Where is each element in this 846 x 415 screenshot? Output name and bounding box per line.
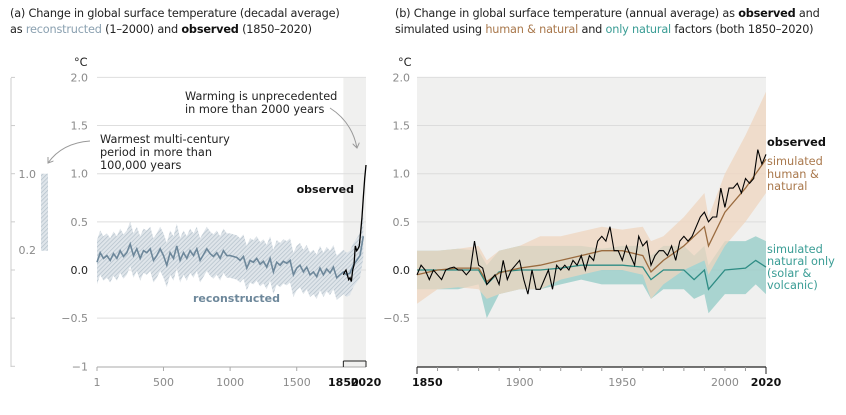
x-tick-label: 2020: [751, 376, 782, 389]
panel-b-plot: 2.0 1.5 1.0 0.5 0.0 −0.5 1850 1900 1950 2000 2020: [383, 71, 781, 389]
label-natural-only: simulated: [767, 243, 823, 256]
human-natural-band: [417, 91, 766, 304]
title-text: (1850–2020): [238, 23, 312, 36]
x-tick-label: 1950: [608, 376, 636, 389]
title-keyword-observed: observed: [181, 23, 239, 36]
panel-b-title: (b) Change in global surface temperature…: [395, 6, 820, 38]
y-tick-label: −0.5: [383, 312, 410, 325]
title-text: simulated using: [395, 23, 486, 36]
y-tick-label: 1.0: [393, 168, 411, 181]
title-keyword-reconstructed: reconstructed: [25, 23, 102, 36]
side-bar-axis: 1.0 0.2: [10, 78, 37, 367]
y-tick-label: 1.5: [71, 120, 89, 133]
title-text: and: [795, 7, 820, 20]
panel-b-title-line1: (b) Change in global surface temperature…: [395, 6, 820, 22]
y-tick-label: 1.5: [393, 120, 411, 133]
title-text: (b) Change in global surface temperature…: [395, 7, 739, 20]
panel-a-unit: °C: [74, 56, 88, 69]
annotation-warmest: Warmest multi-century: [100, 133, 230, 146]
reconstructed-line: [96, 236, 365, 280]
side-tick-label: 0.2: [19, 244, 37, 257]
x-tick-label: 500: [153, 376, 174, 389]
panel-b-unit: °C: [398, 56, 412, 69]
label-human-natural: simulated: [767, 155, 823, 168]
annotation-warmest: 100,000 years: [100, 159, 182, 172]
y-tick-label: 2.0: [71, 71, 89, 84]
annotation-arrow: [48, 140, 91, 163]
title-text: factors (both 1850–2020): [671, 23, 814, 36]
x-tick-label: 1: [94, 376, 101, 389]
panel-a-title-line1: (a) Change in global surface temperature…: [10, 7, 340, 20]
annotation-arrow: [329, 107, 357, 148]
title-text: and: [578, 23, 606, 36]
y-tick-label: 2.0: [393, 71, 411, 84]
x-tick-label: 1850: [328, 376, 359, 389]
y-tick-label: 0.0: [71, 264, 89, 277]
title-keyword-natural-only: only natural: [605, 23, 672, 36]
panel-a-title-line2: as reconstructed (1–2000) and observed (…: [10, 22, 340, 38]
label-natural-only: (solar &: [767, 267, 812, 280]
y-tick-label: −1: [72, 360, 88, 373]
y-tick-label: 0.0: [393, 264, 411, 277]
x-tick-label: 1900: [506, 376, 534, 389]
annotation-unprecedented: Warming is unprecedented: [185, 90, 337, 103]
label-natural-only: volcanic): [767, 279, 818, 292]
x-tick-label: 2020: [351, 376, 382, 389]
title-keyword-human-natural: human & natural: [485, 23, 579, 36]
observed-line-b: [416, 149, 767, 295]
y-tick-label: 1.0: [71, 168, 89, 181]
label-observed-b: observed: [767, 136, 826, 149]
title-keyword-observed: observed: [738, 7, 796, 20]
panel-a-title: (a) Change in global surface temperature…: [10, 6, 340, 38]
label-human-natural: human &: [767, 168, 819, 181]
natural-only-line: [417, 259, 767, 291]
y-tick-label: −0.5: [61, 312, 88, 325]
annotation-unprecedented: in more than 2000 years: [185, 103, 325, 116]
y-tick-label: 0.5: [71, 216, 89, 229]
title-text: as: [10, 23, 26, 36]
x-tick-label: 2000: [711, 376, 739, 389]
label-natural-only: natural only: [767, 255, 835, 268]
annotation-warmest: period in more than: [100, 146, 212, 159]
panel-a-plot: 2.01.51.00.50.0−0.5−11 500 1000 1500 1850202…: [11, 71, 382, 389]
side-tick-label: 1.0: [19, 168, 37, 181]
label-human-natural: natural: [767, 180, 807, 193]
reconstructed-uncertainty-band: [97, 214, 364, 300]
panel-b-title-line2: simulated using human & natural and only…: [395, 22, 820, 38]
human-natural-line: [416, 158, 767, 283]
observed-line-a: [342, 164, 367, 282]
x-tick-label: 1500: [283, 376, 311, 389]
label-reconstructed: reconstructed: [193, 292, 280, 305]
label-observed-a: observed: [297, 183, 354, 196]
y-tick-label: 0.5: [393, 216, 411, 229]
title-text: (1–2000) and: [101, 23, 182, 36]
warmest-period-bar: [41, 173, 48, 251]
x-tick-label: 1850: [412, 376, 443, 389]
x-tick-label: 1000: [216, 376, 244, 389]
